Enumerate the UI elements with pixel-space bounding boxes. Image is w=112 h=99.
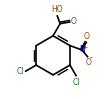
Text: O: O xyxy=(85,58,91,67)
Text: -: - xyxy=(90,53,93,62)
Text: Cl: Cl xyxy=(72,78,80,87)
Text: +: + xyxy=(83,45,88,50)
Text: O: O xyxy=(84,32,90,41)
Text: Cl: Cl xyxy=(17,67,24,76)
Text: HO: HO xyxy=(52,5,63,14)
Text: N: N xyxy=(79,45,85,54)
Text: O: O xyxy=(71,17,77,26)
